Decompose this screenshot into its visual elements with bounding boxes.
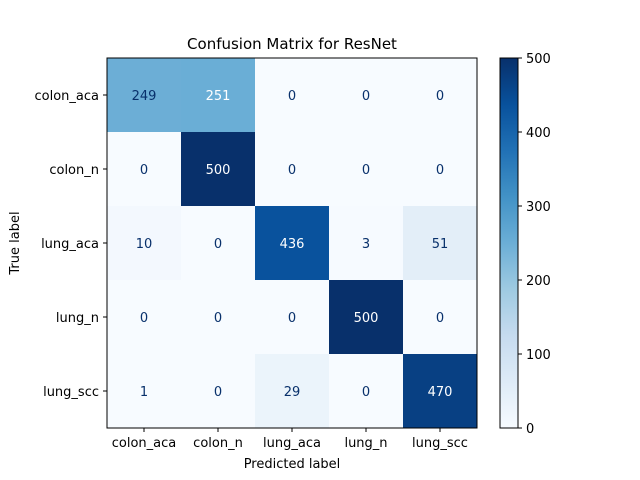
- x-tick-label: colon_n: [193, 436, 243, 451]
- cell-value-label: 0: [362, 89, 370, 104]
- cell-value-label: 0: [214, 385, 222, 400]
- heatmap-cell: [181, 132, 256, 207]
- cell-value-label: 29: [284, 385, 301, 400]
- cell-value-label: 3: [362, 237, 370, 252]
- colorbar-tick-label: 100: [526, 348, 551, 363]
- heatmap-cell: [329, 58, 404, 133]
- y-tick-label: lung_aca: [41, 237, 99, 252]
- y-axis-ticks: colon_aca colon_n lung_aca lung_n lung_scc: [35, 89, 107, 400]
- heatmap-cell: [255, 354, 330, 429]
- y-tick-label: colon_aca: [35, 89, 100, 104]
- heatmap-cell: [255, 206, 330, 281]
- y-tick-label: colon_n: [49, 163, 99, 178]
- y-axis-label: True label: [8, 211, 23, 275]
- x-axis-label: Predicted label: [244, 457, 341, 472]
- heatmap-cell: [107, 354, 182, 429]
- heatmap-cell: [403, 206, 478, 281]
- cell-value-label: 0: [362, 163, 370, 178]
- cell-value-label: 0: [214, 237, 222, 252]
- x-tick-label: colon_aca: [112, 436, 177, 451]
- colorbar-tick-label: 200: [526, 274, 551, 289]
- colorbar-tick-label: 300: [526, 200, 551, 215]
- heatmap-cell: [403, 132, 478, 207]
- cell-value-label: 500: [206, 163, 231, 178]
- heatmap-cell: [255, 132, 330, 207]
- heatmap-cell: [255, 280, 330, 355]
- colorbar: [499, 57, 519, 429]
- cell-value-label: 436: [280, 237, 305, 252]
- heatmap-cell-labels: 249 251 0 0 00 500 0 0 010 0 436 3 510 0 0 500 01 0 29 0 470: [132, 89, 453, 400]
- cell-value-label: 0: [140, 163, 148, 178]
- cell-value-label: 0: [436, 311, 444, 326]
- cell-value-label: 500: [354, 311, 379, 326]
- chart-title: Confusion Matrix for ResNet: [187, 35, 397, 53]
- cell-value-label: 0: [436, 163, 444, 178]
- y-tick-label: lung_n: [56, 311, 99, 326]
- heatmap-cell: [107, 206, 182, 281]
- heatmap-cell: [329, 354, 404, 429]
- heatmap-cell: [329, 132, 404, 207]
- colorbar-tick-label: 400: [526, 126, 551, 141]
- cell-value-label: 470: [428, 385, 453, 400]
- heatmap-cell: [107, 132, 182, 207]
- cell-value-label: 249: [132, 89, 157, 104]
- heatmap-cell: [403, 354, 478, 429]
- x-tick-label: lung_scc: [412, 436, 468, 451]
- x-tick-label: lung_n: [344, 436, 387, 451]
- heatmap-cell: [181, 58, 256, 133]
- heatmap-cell: [255, 58, 330, 133]
- colorbar-ticks: 0 100 200 300 400 500: [518, 52, 551, 437]
- cell-value-label: 0: [288, 311, 296, 326]
- colorbar-tick-label: 500: [526, 52, 551, 67]
- x-axis-ticks: colon_aca colon_n lung_aca lung_n lung_scc: [112, 428, 468, 451]
- cell-value-label: 1: [140, 385, 148, 400]
- y-tick-label: lung_scc: [43, 385, 99, 400]
- cell-value-label: 0: [288, 163, 296, 178]
- heatmap-cells: [107, 58, 478, 429]
- cell-value-label: 0: [288, 89, 296, 104]
- heatmap-cell: [107, 58, 182, 133]
- cell-value-label: 51: [432, 237, 449, 252]
- x-tick-label: lung_aca: [263, 436, 321, 451]
- heatmap-cell: [329, 206, 404, 281]
- heatmap-cell: [329, 280, 404, 355]
- cell-value-label: 0: [436, 89, 444, 104]
- heatmap-cell: [181, 280, 256, 355]
- heatmap-cell: [107, 280, 182, 355]
- cell-value-label: 10: [136, 237, 153, 252]
- cell-value-label: 0: [140, 311, 148, 326]
- cell-value-label: 251: [206, 89, 231, 104]
- cell-value-label: 0: [214, 311, 222, 326]
- heatmap-cell: [403, 58, 478, 133]
- heatmap-cell: [181, 206, 256, 281]
- colorbar-tick-label: 0: [526, 422, 534, 437]
- heatmap-cell: [181, 354, 256, 429]
- heatmap-cell: [403, 280, 478, 355]
- cell-value-label: 0: [362, 385, 370, 400]
